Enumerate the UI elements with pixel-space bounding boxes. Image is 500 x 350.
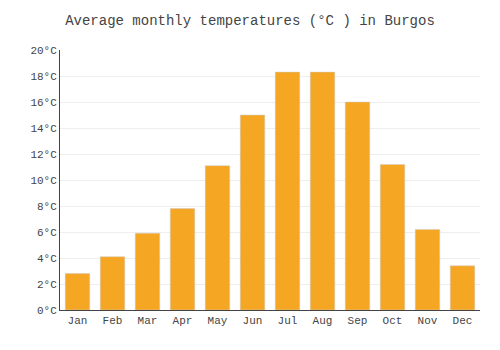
- svg-text:10°C: 10°C: [30, 175, 57, 187]
- svg-text:2°C: 2°C: [37, 279, 57, 291]
- svg-text:Jan: Jan: [68, 315, 88, 327]
- svg-text:6°C: 6°C: [37, 227, 57, 239]
- svg-text:0°C: 0°C: [37, 305, 57, 317]
- svg-text:Jun: Jun: [243, 315, 263, 327]
- svg-text:14°C: 14°C: [30, 123, 57, 135]
- svg-text:8°C: 8°C: [37, 201, 57, 213]
- svg-text:Apr: Apr: [173, 315, 193, 327]
- svg-text:Dec: Dec: [453, 315, 473, 327]
- svg-text:Jul: Jul: [278, 315, 298, 327]
- svg-text:4°C: 4°C: [37, 253, 57, 265]
- svg-text:16°C: 16°C: [30, 97, 57, 109]
- svg-text:Mar: Mar: [138, 315, 158, 327]
- svg-text:Aug: Aug: [313, 315, 333, 327]
- svg-text:12°C: 12°C: [30, 149, 57, 161]
- svg-text:May: May: [208, 315, 228, 327]
- svg-text:Oct: Oct: [383, 315, 403, 327]
- svg-text:Nov: Nov: [418, 315, 438, 327]
- svg-text:Sep: Sep: [348, 315, 368, 327]
- svg-text:20°C: 20°C: [30, 45, 57, 57]
- svg-text:Feb: Feb: [103, 315, 123, 327]
- svg-text:18°C: 18°C: [30, 71, 57, 83]
- svg-text:Average monthly temperatures (: Average monthly temperatures (°C ) in Bu…: [65, 13, 435, 29]
